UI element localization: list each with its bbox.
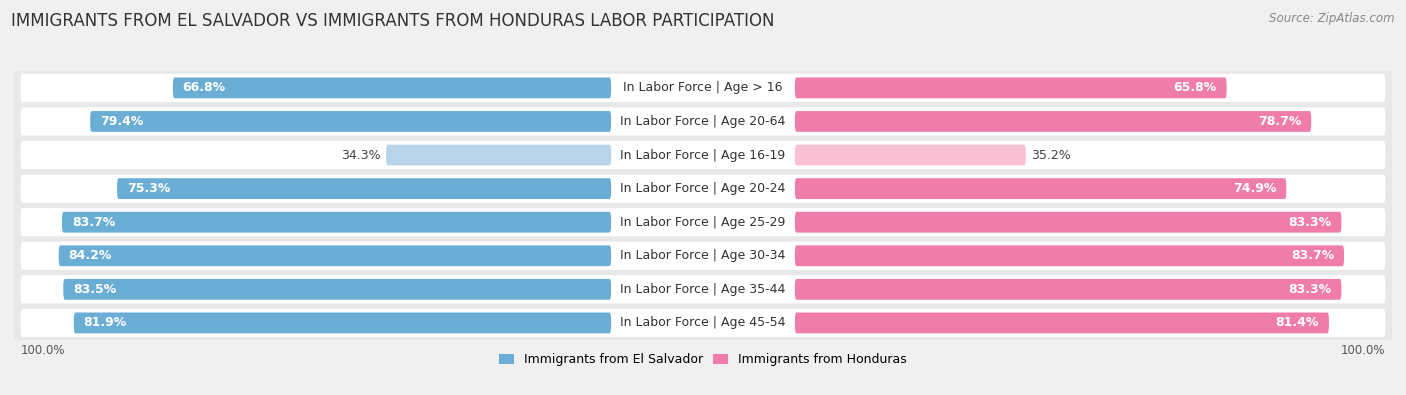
FancyBboxPatch shape (90, 111, 612, 132)
FancyBboxPatch shape (794, 145, 1026, 166)
Text: 83.5%: 83.5% (73, 283, 117, 296)
Text: In Labor Force | Age 30-34: In Labor Force | Age 30-34 (620, 249, 786, 262)
Text: In Labor Force | Age > 16: In Labor Force | Age > 16 (623, 81, 783, 94)
FancyBboxPatch shape (21, 242, 1385, 270)
Text: 83.7%: 83.7% (72, 216, 115, 229)
Bar (14, 205, 1392, 239)
Text: 79.4%: 79.4% (100, 115, 143, 128)
Text: 83.7%: 83.7% (1291, 249, 1334, 262)
FancyBboxPatch shape (794, 212, 1341, 233)
FancyBboxPatch shape (73, 312, 612, 333)
Text: 74.9%: 74.9% (1233, 182, 1277, 195)
Text: 81.9%: 81.9% (83, 316, 127, 329)
FancyBboxPatch shape (614, 212, 792, 232)
Text: 84.2%: 84.2% (69, 249, 112, 262)
FancyBboxPatch shape (614, 78, 792, 98)
FancyBboxPatch shape (21, 107, 1385, 135)
Text: 34.3%: 34.3% (342, 149, 381, 162)
FancyBboxPatch shape (614, 145, 792, 165)
Bar (14, 239, 1392, 273)
Legend: Immigrants from El Salvador, Immigrants from Honduras: Immigrants from El Salvador, Immigrants … (494, 348, 912, 371)
FancyBboxPatch shape (794, 178, 1286, 199)
Bar (14, 138, 1392, 172)
Text: 75.3%: 75.3% (127, 182, 170, 195)
Bar (14, 172, 1392, 205)
FancyBboxPatch shape (614, 246, 792, 266)
Bar (14, 71, 1392, 105)
FancyBboxPatch shape (794, 111, 1312, 132)
FancyBboxPatch shape (21, 275, 1385, 303)
FancyBboxPatch shape (21, 309, 1385, 337)
FancyBboxPatch shape (59, 245, 612, 266)
FancyBboxPatch shape (614, 279, 792, 299)
FancyBboxPatch shape (794, 312, 1329, 333)
FancyBboxPatch shape (614, 111, 792, 132)
Text: 35.2%: 35.2% (1031, 149, 1071, 162)
Bar (14, 105, 1392, 138)
FancyBboxPatch shape (62, 212, 612, 233)
FancyBboxPatch shape (614, 179, 792, 199)
FancyBboxPatch shape (614, 313, 792, 333)
Text: 66.8%: 66.8% (183, 81, 226, 94)
Text: In Labor Force | Age 20-24: In Labor Force | Age 20-24 (620, 182, 786, 195)
Text: In Labor Force | Age 16-19: In Labor Force | Age 16-19 (620, 149, 786, 162)
FancyBboxPatch shape (173, 77, 612, 98)
FancyBboxPatch shape (794, 279, 1341, 300)
Text: 100.0%: 100.0% (21, 344, 65, 357)
Text: In Labor Force | Age 20-64: In Labor Force | Age 20-64 (620, 115, 786, 128)
Text: 83.3%: 83.3% (1288, 216, 1331, 229)
FancyBboxPatch shape (21, 208, 1385, 236)
FancyBboxPatch shape (387, 145, 612, 166)
Text: 78.7%: 78.7% (1258, 115, 1302, 128)
Bar (14, 306, 1392, 340)
FancyBboxPatch shape (21, 175, 1385, 203)
Text: In Labor Force | Age 45-54: In Labor Force | Age 45-54 (620, 316, 786, 329)
Text: 81.4%: 81.4% (1275, 316, 1319, 329)
Text: 65.8%: 65.8% (1174, 81, 1216, 94)
Text: In Labor Force | Age 25-29: In Labor Force | Age 25-29 (620, 216, 786, 229)
Text: IMMIGRANTS FROM EL SALVADOR VS IMMIGRANTS FROM HONDURAS LABOR PARTICIPATION: IMMIGRANTS FROM EL SALVADOR VS IMMIGRANT… (11, 12, 775, 30)
Text: Source: ZipAtlas.com: Source: ZipAtlas.com (1270, 12, 1395, 25)
FancyBboxPatch shape (794, 77, 1226, 98)
FancyBboxPatch shape (117, 178, 612, 199)
Text: 83.3%: 83.3% (1288, 283, 1331, 296)
FancyBboxPatch shape (794, 245, 1344, 266)
FancyBboxPatch shape (21, 74, 1385, 102)
Bar (14, 273, 1392, 306)
Text: In Labor Force | Age 35-44: In Labor Force | Age 35-44 (620, 283, 786, 296)
Text: 100.0%: 100.0% (1341, 344, 1385, 357)
FancyBboxPatch shape (21, 141, 1385, 169)
FancyBboxPatch shape (63, 279, 612, 300)
